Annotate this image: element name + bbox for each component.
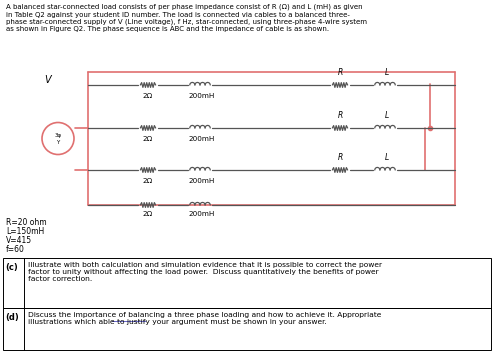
Text: (c): (c) [5,263,18,272]
Text: V=415: V=415 [6,236,32,245]
Text: (d): (d) [5,313,19,322]
Text: 200mH: 200mH [189,136,215,142]
Text: L=150mH: L=150mH [6,227,44,236]
Text: 2Ω: 2Ω [143,136,153,142]
Text: R: R [337,111,343,120]
Text: 2Ω: 2Ω [143,93,153,99]
Text: L: L [385,153,389,162]
Text: 200mH: 200mH [189,178,215,184]
Text: 2Ω: 2Ω [143,178,153,184]
Text: Discuss the importance of balancing a three phase loading and how to achieve it.: Discuss the importance of balancing a th… [28,312,381,325]
Text: 200mH: 200mH [189,93,215,99]
Bar [3,308,491,350]
Text: A balanced star-connected load consists of per phase impedance consist of R (Ω) : A balanced star-connected load consists … [6,4,367,32]
Text: L: L [385,111,389,120]
Text: Y: Y [56,140,60,145]
Text: 3φ: 3φ [54,133,62,138]
Text: V: V [44,75,51,85]
Text: f=60: f=60 [6,245,25,254]
Text: R: R [337,153,343,162]
Text: 2Ω: 2Ω [143,211,153,217]
Text: 200mH: 200mH [189,211,215,217]
Text: R: R [337,68,343,77]
Bar [3,258,491,308]
Text: R=20 ohm: R=20 ohm [6,218,46,227]
Text: L: L [385,68,389,77]
Text: Illustrate with both calculation and simulation evidence that it is possible to : Illustrate with both calculation and sim… [28,262,382,282]
